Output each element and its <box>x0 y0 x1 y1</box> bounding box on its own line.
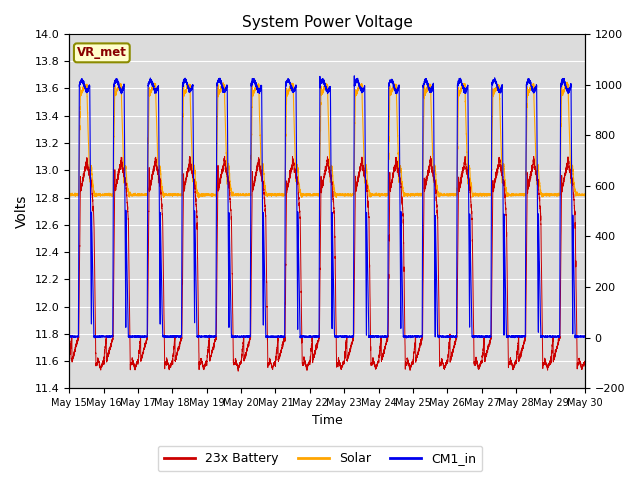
X-axis label: Time: Time <box>312 414 342 427</box>
Text: VR_met: VR_met <box>77 47 127 60</box>
Y-axis label: Volts: Volts <box>15 194 29 228</box>
Title: System Power Voltage: System Power Voltage <box>241 15 412 30</box>
Legend: 23x Battery, Solar, CM1_in: 23x Battery, Solar, CM1_in <box>158 446 482 471</box>
